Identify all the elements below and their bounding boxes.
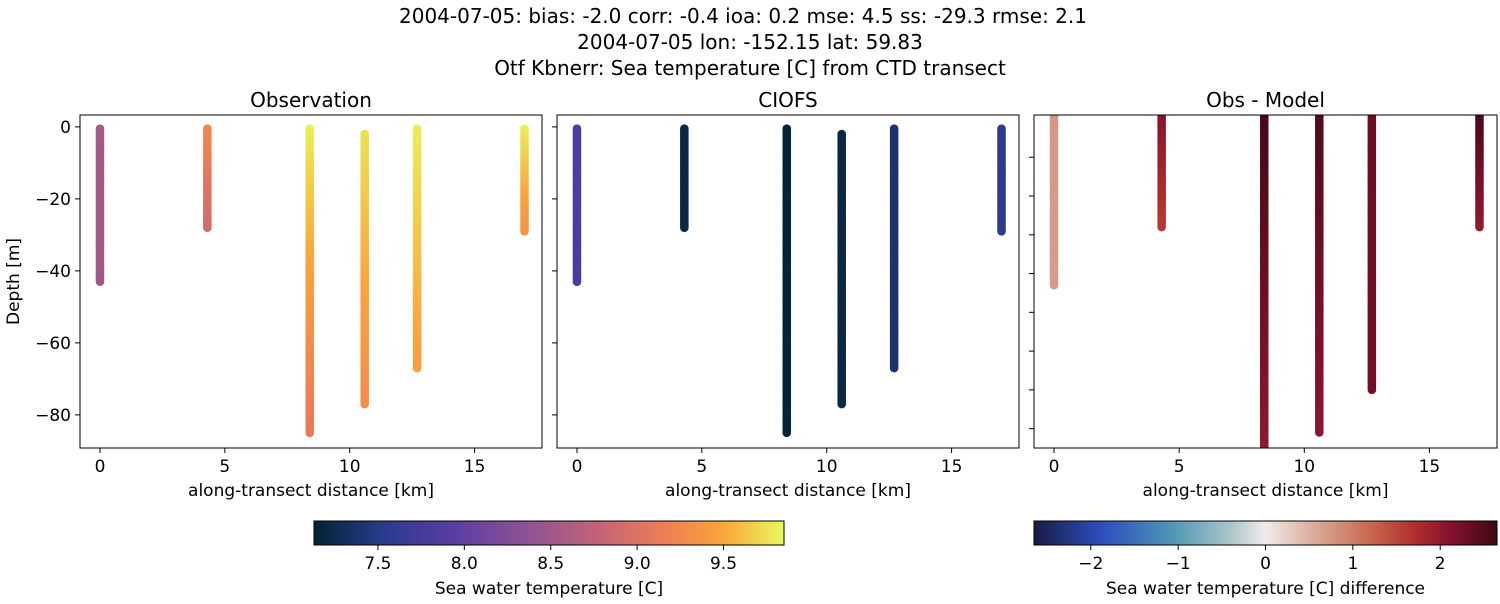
panel-2: CIOFS 0 5 10 15 along-transect distance [km] (552, 88, 1020, 501)
y-tick-label: −20 (35, 190, 71, 210)
data-point (95, 277, 105, 286)
cast-10.6 (360, 129, 369, 409)
cast-8.4 (1259, 115, 1269, 472)
data-point (203, 223, 212, 232)
axes-frame (556, 114, 1020, 449)
data-point (360, 399, 369, 409)
data-point (1049, 280, 1059, 290)
axes-frame (1033, 114, 1498, 449)
colorbar-2: −2 −1 0 1 2 Sea water temperature [C] differe… (1033, 520, 1498, 599)
data-point (1315, 428, 1324, 437)
cast-12.7 (1367, 115, 1377, 395)
data-point (680, 223, 689, 232)
colorbar-tick-label: −2 (1078, 554, 1103, 574)
data-point (1260, 451, 1269, 460)
x-tick-label: 0 (572, 457, 583, 477)
cast-4.3 (1157, 115, 1166, 232)
title-line-1: 2004-07-05: bias: -2.0 corr: -0.4 ioa: 0… (399, 4, 1087, 28)
y-tick-label: −40 (35, 262, 71, 282)
cast-17 (520, 124, 529, 236)
x-axis-label: along-transect distance [km] (188, 481, 434, 501)
data-point (520, 226, 529, 236)
y-tick-label: −80 (35, 406, 71, 426)
data-point (305, 428, 315, 438)
cast-4.3 (680, 124, 689, 232)
y-axis-label: Depth [m] (4, 238, 24, 325)
cast-0 (95, 124, 105, 286)
data-point (1260, 453, 1269, 462)
data-point (997, 226, 1006, 236)
data-point (1260, 457, 1269, 466)
scatter-points (1049, 115, 1484, 472)
scatter-points (572, 124, 1006, 438)
cast-12.7 (889, 124, 899, 373)
colorbar-tick-label: 8.5 (537, 554, 564, 574)
panel-title: Obs - Model (1206, 88, 1325, 112)
cast-8.4 (782, 124, 792, 438)
colorbar-tick-label: 0 (1260, 554, 1271, 574)
cast-0 (572, 124, 582, 286)
colorbar-tick-label: 8.0 (451, 554, 478, 574)
x-tick-label: 10 (816, 457, 838, 477)
colorbar-tick-label: 7.5 (364, 554, 391, 574)
x-axis-label: along-transect distance [km] (665, 481, 911, 501)
data-point (889, 363, 899, 373)
cast-17 (997, 124, 1006, 236)
colorbar-gradient (1033, 520, 1498, 546)
data-point (412, 363, 422, 373)
x-tick-label: 0 (95, 457, 106, 477)
title-line-3: Otf Kbnerr: Sea temperature [C] from CTD… (494, 56, 1006, 80)
panel-3: Obs - Model 0 5 10 15 along-transect distance… (1029, 88, 1498, 501)
data-point (1475, 222, 1484, 232)
data-point (1260, 461, 1269, 470)
panel-title: CIOFS (758, 88, 817, 112)
colorbar-tick-label: 9.0 (624, 554, 651, 574)
data-point (1260, 445, 1269, 448)
x-tick-label: 15 (941, 457, 963, 477)
x-tick-label: 15 (1419, 457, 1441, 477)
colorbar-tick-label: 1 (1347, 554, 1358, 574)
cast-10.6 (837, 129, 846, 409)
x-tick-label: 10 (339, 457, 361, 477)
data-point (572, 277, 582, 286)
cast-4.3 (203, 124, 212, 232)
cast-8.4 (305, 124, 315, 438)
cast-0 (1049, 115, 1059, 290)
colorbar-label: Sea water temperature [C] (435, 579, 663, 599)
colorbar-gradient (313, 520, 785, 546)
cast-17 (1475, 115, 1484, 232)
x-tick-label: 10 (1293, 457, 1315, 477)
colorbar-1: 7.5 8.0 8.5 9.0 9.5 Sea water temperature [C] (313, 520, 785, 599)
data-point (1157, 222, 1166, 232)
y-tick-label: 0 (60, 118, 71, 138)
x-tick-label: 0 (1049, 457, 1060, 477)
data-point (1260, 455, 1269, 464)
cast-10.6 (1315, 115, 1324, 437)
colorbar-tick-label: −1 (1166, 554, 1191, 574)
title-line-2: 2004-07-05 lon: -152.15 lat: 59.83 (577, 30, 923, 54)
cast-12.7 (412, 124, 422, 373)
y-tick-label: −60 (35, 334, 71, 354)
x-tick-label: 5 (219, 457, 230, 477)
panel-1: Observation 0 5 10 15 along-transect distance… (4, 88, 543, 501)
x-axis-label: along-transect distance [km] (1143, 481, 1389, 501)
colorbar-label: Sea water temperature [C] difference (1106, 579, 1425, 599)
x-tick-label: 5 (1174, 457, 1185, 477)
x-tick-label: 5 (696, 457, 707, 477)
data-point (1262, 447, 1267, 448)
data-point (1367, 385, 1377, 395)
data-point (1260, 450, 1269, 459)
data-point (837, 399, 846, 409)
colorbar-tick-label: 2 (1435, 554, 1446, 574)
axes-frame (79, 114, 543, 449)
scatter-points (95, 124, 529, 438)
panel-title: Observation (250, 88, 372, 112)
data-point (1260, 459, 1269, 468)
x-tick-label: 15 (464, 457, 486, 477)
data-point (782, 428, 792, 438)
colorbar-tick-label: 9.5 (710, 554, 737, 574)
data-point (1260, 463, 1269, 472)
